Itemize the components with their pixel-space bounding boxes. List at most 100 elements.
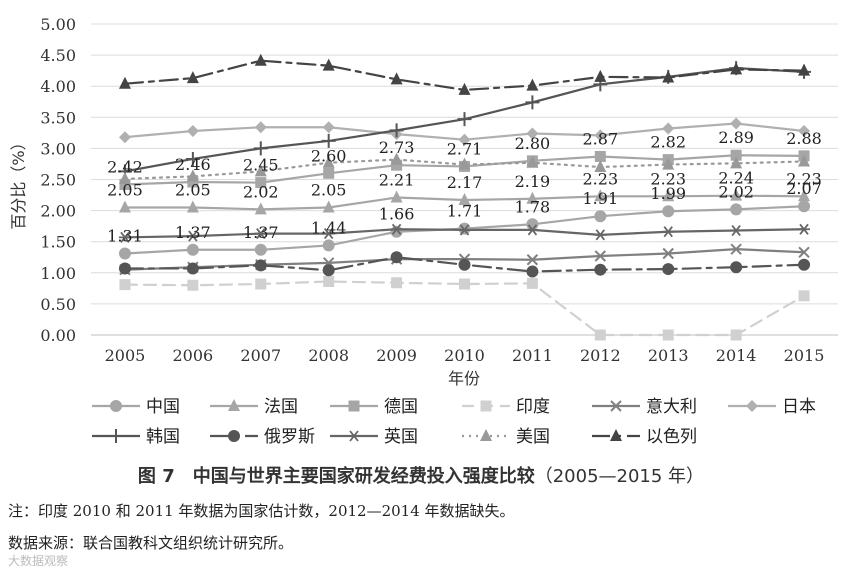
data-label: 2.23 (650, 169, 686, 188)
series-point (459, 278, 470, 290)
data-label: 1.31 (107, 227, 143, 246)
legend-label: 英国 (384, 427, 418, 447)
series-point (187, 176, 199, 188)
series-point (594, 250, 607, 262)
series-point (322, 155, 335, 168)
data-labels: 1.31 1.37 1.37 1.44 1.66 1.71 1.78 1.91 1.99 2.02… (107, 128, 822, 245)
data-label: 2.60 (311, 146, 347, 165)
x-tick-label: 2006 (173, 346, 214, 365)
series-point (730, 156, 743, 169)
series-point (798, 258, 811, 271)
series-point (390, 72, 403, 85)
series-point (526, 78, 539, 91)
series-point (730, 329, 742, 341)
legend-label: 中国 (146, 397, 180, 417)
series-8 (118, 223, 811, 243)
series-point (458, 82, 471, 95)
series-point (458, 157, 471, 170)
data-label: 1.37 (243, 223, 279, 242)
data-label: 2.02 (718, 182, 754, 201)
legend-item: 印度 (462, 397, 550, 417)
y-tick-label: 1.00 (40, 264, 76, 283)
y-tick-label: 1.50 (40, 233, 76, 252)
series-point (118, 171, 131, 184)
series-point (322, 200, 335, 213)
x-tick-label: 2010 (444, 346, 485, 365)
series-point (186, 262, 199, 275)
legend-marker (348, 430, 360, 442)
series-point (185, 151, 200, 166)
x-tick-label: 2015 (784, 346, 825, 365)
watermark: 大数据观察 (8, 554, 69, 568)
y-tick-label: 5.00 (40, 15, 76, 34)
series-point (730, 224, 743, 237)
legend-label: 德国 (384, 397, 418, 417)
series-point (594, 129, 607, 142)
data-label: 2.07 (786, 179, 822, 198)
series-point (730, 117, 743, 130)
series-point (457, 112, 472, 127)
series-point (118, 247, 131, 260)
x-tick-label: 2012 (580, 346, 621, 365)
series-point (186, 124, 199, 137)
x-tick-label: 2009 (376, 346, 417, 365)
data-label: 2.23 (786, 169, 822, 188)
legend-marker (110, 400, 122, 412)
series-point (323, 276, 335, 288)
data-label: 2.42 (107, 157, 143, 176)
series-9 (118, 152, 811, 184)
series-point (389, 123, 404, 138)
legend-label: 意大利 (646, 397, 697, 417)
series-point (390, 190, 403, 203)
x-tick-label: 2008 (308, 346, 349, 365)
x-tick-label: 2013 (648, 346, 689, 365)
series-point (322, 58, 335, 71)
data-source-note: 数据来源：联合国教科文组织统计研究所。 (8, 534, 294, 552)
series-point (254, 53, 267, 66)
series-point (118, 76, 131, 89)
series-point (254, 121, 267, 134)
x-tick-label: 2007 (240, 346, 281, 365)
series-point (662, 70, 675, 83)
series-point (253, 141, 268, 156)
data-label: 2.45 (243, 156, 279, 175)
series-point (526, 254, 539, 266)
y-tick-label: 0.00 (40, 326, 76, 345)
y-tick-label: 3.00 (40, 139, 76, 158)
legend-item: 意大利 (592, 397, 697, 417)
series-point (322, 239, 335, 252)
series-point (798, 154, 811, 167)
x-axis-title: 年份 (448, 369, 480, 388)
legend-marker (228, 399, 240, 411)
series-point (594, 229, 607, 241)
data-label: 1.66 (379, 205, 415, 224)
y-tick-label: 0.50 (40, 295, 76, 314)
legend-label: 美国 (516, 427, 550, 447)
series-point (798, 124, 811, 137)
data-label: 2.02 (243, 182, 279, 201)
series-point (730, 188, 743, 201)
data-label: 1.99 (650, 184, 686, 203)
legend-marker (480, 429, 492, 441)
legend-marker (348, 400, 360, 412)
legend-item: 德国 (330, 397, 418, 417)
series-point (594, 160, 607, 173)
legend-label: 日本 (782, 397, 816, 417)
series-point (730, 149, 742, 161)
series-line (123, 280, 806, 337)
legend-label: 俄罗斯 (264, 427, 315, 447)
series-point (254, 228, 267, 240)
legend-item: 美国 (462, 427, 550, 447)
data-label: 2.71 (447, 139, 483, 158)
y-axis: 0.00 0.50 1.00 1.50 2.00 2.50 3.00 3.50 4.00 4.50… (40, 15, 76, 345)
data-label: 2.82 (650, 133, 686, 152)
data-label: 2.23 (583, 169, 619, 188)
data-label: 1.44 (311, 218, 347, 237)
series-point (526, 277, 538, 289)
x-tick-label: 2014 (716, 346, 757, 365)
y-tick-label: 4.50 (40, 46, 76, 65)
series-point (458, 133, 471, 146)
series-point (662, 189, 675, 202)
series-point (594, 150, 606, 162)
